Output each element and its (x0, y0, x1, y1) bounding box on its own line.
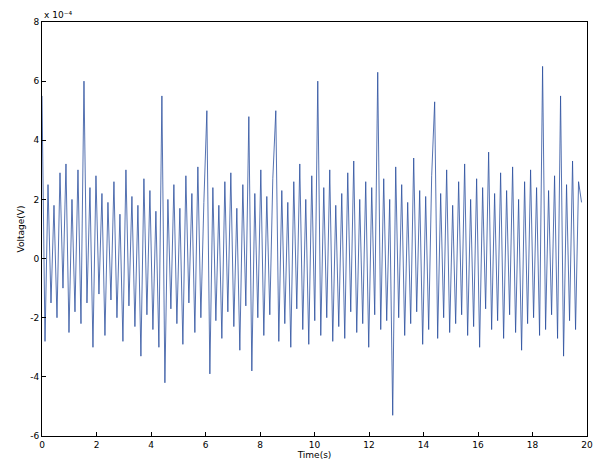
svg-text:-6: -6 (30, 431, 39, 441)
svg-text:6: 6 (203, 440, 209, 450)
svg-text:16: 16 (472, 440, 484, 450)
svg-text:4: 4 (33, 135, 39, 145)
svg-text:8: 8 (33, 17, 39, 27)
svg-text:12: 12 (363, 440, 374, 450)
svg-text:10: 10 (309, 440, 321, 450)
svg-text:0: 0 (33, 254, 39, 264)
svg-text:Time(s): Time(s) (297, 450, 332, 460)
svg-text:2: 2 (94, 440, 100, 450)
svg-text:-4: -4 (30, 372, 39, 382)
svg-text:6: 6 (33, 76, 39, 86)
svg-text:-2: -2 (30, 313, 39, 323)
svg-text:20: 20 (581, 440, 593, 450)
svg-text:8: 8 (257, 440, 263, 450)
svg-text:18: 18 (527, 440, 539, 450)
svg-text:14: 14 (418, 440, 430, 450)
svg-text:2: 2 (33, 195, 39, 205)
svg-text:0: 0 (39, 440, 45, 450)
svg-text:Voltage(V): Voltage(V) (16, 206, 26, 253)
svg-text:4: 4 (148, 440, 154, 450)
svg-text:x 10⁻⁴: x 10⁻⁴ (44, 10, 72, 20)
